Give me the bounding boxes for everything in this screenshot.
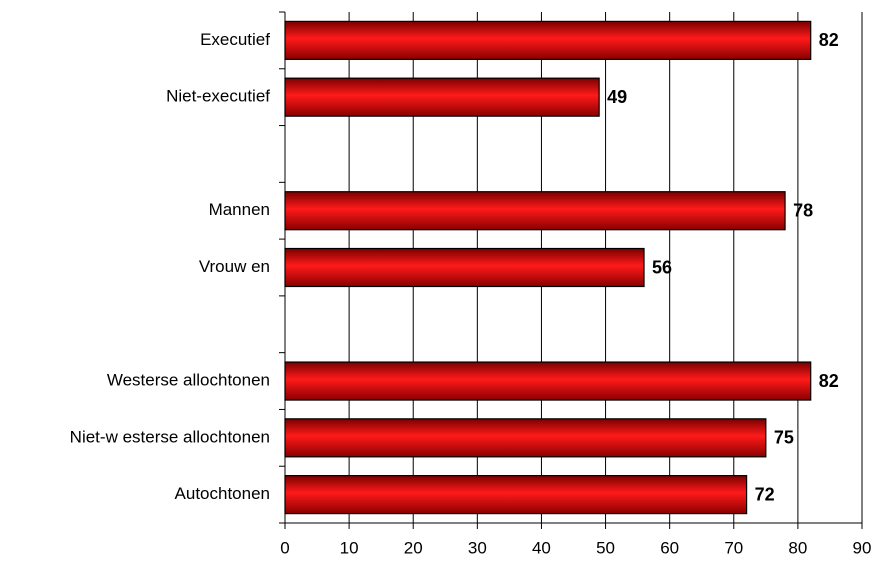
value-label: 78: [793, 200, 813, 220]
value-label: 82: [819, 30, 839, 50]
bar: [284, 191, 786, 231]
value-label: 72: [755, 484, 775, 504]
value-label: 82: [819, 371, 839, 391]
y-tick-label: Niet-w esterse allochtonen: [70, 427, 270, 446]
y-tick-label: Autochtonen: [175, 484, 270, 503]
x-tick-label: 90: [853, 538, 872, 557]
y-tick-label: Executief: [200, 30, 270, 49]
x-tick-label: 20: [404, 538, 423, 557]
x-tick-label: 40: [532, 538, 551, 557]
x-tick-label: 50: [596, 538, 615, 557]
x-tick-label: 80: [788, 538, 807, 557]
value-label: 49: [607, 87, 627, 107]
value-label: 56: [652, 257, 672, 277]
bar: [284, 418, 767, 458]
x-tick-label: 70: [724, 538, 743, 557]
x-tick-label: 60: [660, 538, 679, 557]
x-tick-label: 30: [468, 538, 487, 557]
y-tick-label: Niet-executief: [166, 87, 270, 106]
bar: [284, 247, 645, 288]
bar: [284, 77, 600, 117]
x-tick-label: 10: [340, 538, 359, 557]
y-tick-label: Vrouw en: [199, 257, 270, 276]
y-tick-label: Mannen: [209, 200, 270, 219]
bar: [284, 20, 812, 60]
bar: [284, 475, 748, 515]
y-tick-label: Westerse allochtonen: [107, 371, 270, 390]
x-tick-label: 0: [280, 538, 289, 557]
value-label: 75: [774, 428, 794, 448]
bar: [284, 361, 812, 401]
